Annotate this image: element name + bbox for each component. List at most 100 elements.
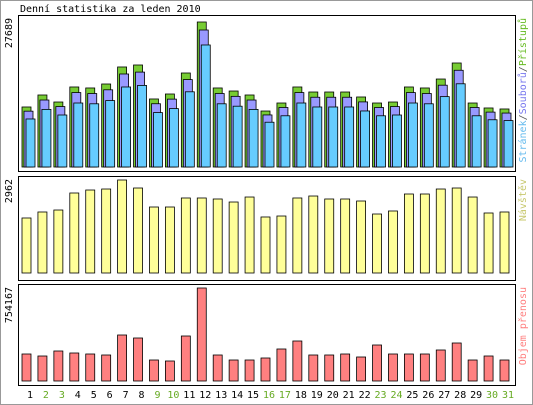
chart-title: Denní statistika za leden 2010 <box>20 3 201 15</box>
bar <box>356 356 367 382</box>
bar <box>164 206 175 274</box>
bar <box>244 359 255 382</box>
bar <box>483 212 494 274</box>
bar <box>483 355 494 382</box>
x-tick-label: 21 <box>343 390 355 401</box>
x-tick-label: 28 <box>454 390 466 401</box>
legend: Stránek/Souborů/Přístupů <box>517 18 529 163</box>
bar <box>276 348 287 382</box>
x-tick-label: 26 <box>422 390 434 401</box>
y-max-label: 27689 <box>4 18 15 48</box>
bar <box>419 353 430 382</box>
x-tick-label: 19 <box>311 390 323 401</box>
x-tick-label: 31 <box>502 390 514 401</box>
x-tick-label: 23 <box>375 390 387 401</box>
bar <box>264 121 275 168</box>
bar <box>121 86 131 168</box>
x-tick-label: 8 <box>139 390 145 401</box>
bar <box>168 108 179 168</box>
bar <box>372 344 382 382</box>
bar <box>451 342 462 382</box>
bar <box>133 337 143 382</box>
x-tick-label: 6 <box>107 390 113 401</box>
bar <box>153 112 163 168</box>
bar <box>324 354 335 382</box>
bar <box>164 360 175 382</box>
bar <box>308 354 319 382</box>
bar <box>419 193 430 274</box>
bar <box>499 359 510 382</box>
bar <box>296 102 307 168</box>
bar <box>280 115 291 168</box>
legend-separator: / <box>518 114 529 120</box>
legend: Objem přenosu <box>517 287 529 365</box>
bar <box>117 334 127 382</box>
bar <box>292 197 303 274</box>
x-tick-label: 1 <box>27 390 33 401</box>
bar <box>471 115 482 168</box>
bar <box>180 197 191 274</box>
bar <box>292 340 303 382</box>
bar <box>388 353 398 382</box>
x-tick-label: 15 <box>247 390 259 401</box>
legend-entry: Přístupů <box>517 18 529 66</box>
x-tick-label: 2 <box>43 390 49 401</box>
bar <box>340 198 351 274</box>
x-tick-label: 12 <box>199 390 211 401</box>
bar <box>344 106 355 168</box>
bar <box>407 102 418 168</box>
y-max-label: 2962 <box>4 179 15 203</box>
bar <box>403 353 414 382</box>
bar <box>248 108 259 168</box>
bar <box>101 354 112 382</box>
bar <box>69 352 80 382</box>
x-tick-label: 16 <box>263 390 275 401</box>
bar <box>467 196 478 274</box>
bar <box>276 215 287 274</box>
bar <box>403 193 414 274</box>
x-tick-label: 11 <box>183 390 195 401</box>
bar <box>232 105 243 168</box>
bar <box>37 355 48 382</box>
bar <box>200 44 211 168</box>
bar <box>467 359 478 382</box>
x-tick-label: 5 <box>91 390 97 401</box>
bar <box>133 187 143 274</box>
bar <box>308 195 319 274</box>
legend-separator: / <box>518 66 529 72</box>
bar <box>53 350 64 382</box>
bar <box>451 187 462 274</box>
bar <box>53 209 64 274</box>
bar <box>260 357 271 382</box>
bar <box>244 196 255 274</box>
x-tick-label: 13 <box>215 390 227 401</box>
bar <box>312 106 323 168</box>
bar <box>85 189 96 274</box>
bar <box>25 118 36 168</box>
bar <box>69 192 80 274</box>
bar <box>356 200 367 274</box>
x-tick-label: 3 <box>59 390 65 401</box>
bar <box>184 91 195 168</box>
bar <box>228 201 239 274</box>
bar <box>21 353 32 382</box>
legend-entry: Objem přenosu <box>517 287 529 365</box>
bar <box>372 213 382 274</box>
bar <box>21 217 32 274</box>
bar <box>137 85 147 168</box>
bar <box>388 210 398 274</box>
bar <box>196 287 207 382</box>
bar <box>89 103 100 168</box>
bar <box>392 114 402 168</box>
bar <box>487 119 498 168</box>
x-tick-label: 20 <box>327 390 339 401</box>
bar <box>37 211 48 274</box>
bar <box>85 353 96 382</box>
bar <box>105 100 116 168</box>
x-tick-label: 30 <box>486 390 498 401</box>
x-tick-label: 18 <box>295 390 307 401</box>
x-tick-label: 27 <box>438 390 450 401</box>
bar <box>149 359 159 382</box>
x-tick-label: 24 <box>390 390 402 401</box>
bar <box>376 115 386 168</box>
